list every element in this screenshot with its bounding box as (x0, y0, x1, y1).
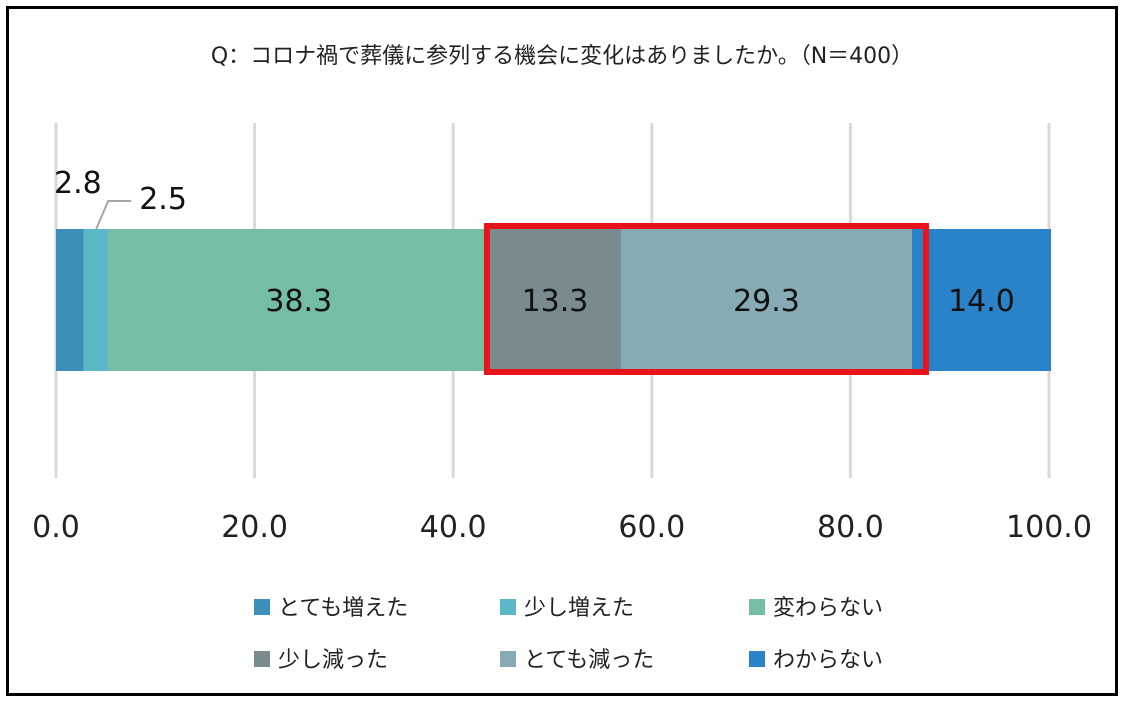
x-tick-label: 40.0 (420, 510, 487, 545)
legend-label: 変わらない (773, 596, 883, 621)
data-label: 2.5 (139, 182, 187, 217)
x-tick-label: 0.0 (32, 510, 80, 545)
x-tick-label: 80.0 (817, 510, 884, 545)
x-tick-label: 60.0 (618, 510, 685, 545)
legend-label: とても増えた (278, 596, 408, 621)
legend-swatch (254, 651, 270, 667)
data-label: 38.3 (265, 284, 332, 319)
data-label: 2.8 (54, 166, 102, 201)
data-label: 14.0 (948, 284, 1015, 319)
bar-segment (621, 229, 912, 371)
legend-swatch (500, 651, 516, 667)
chart-title: Q：コロナ禍で葬儀に参列する機会に変化はありましたか。（N＝400） (210, 44, 914, 69)
legend-swatch (500, 599, 516, 615)
leader-line (95, 200, 132, 230)
legend-label: わからない (773, 648, 883, 673)
legend-label: 少し増えた (524, 596, 634, 621)
bar-segment (56, 229, 84, 371)
legend-label: とても減った (524, 648, 654, 673)
legend-swatch (254, 599, 270, 615)
legend-label: 少し減った (278, 648, 388, 673)
data-label: 13.3 (522, 284, 589, 319)
bar-segment (911, 229, 1051, 371)
highlight-box (483, 223, 929, 375)
bar-segment (83, 229, 109, 371)
data-label: 29.3 (733, 284, 800, 319)
bar-segment (488, 229, 622, 371)
x-tick-label: 20.0 (221, 510, 288, 545)
x-tick-label: 100.0 (1006, 510, 1092, 545)
legend-swatch (749, 599, 765, 615)
bar-segment (108, 229, 489, 371)
legend-swatch (749, 651, 765, 667)
